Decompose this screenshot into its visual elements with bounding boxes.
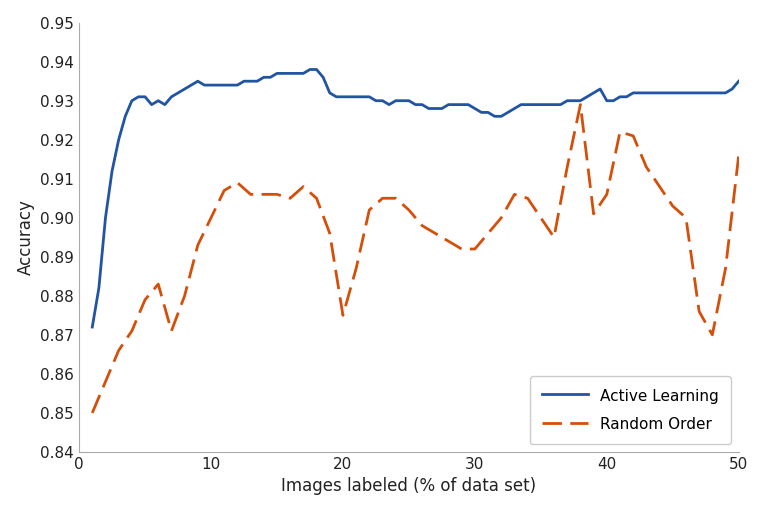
Random Order [602, 191, 611, 198]
Random Order [695, 308, 704, 314]
X-axis label: Images labeled (% of data set): Images labeled (% of data set) [282, 477, 536, 495]
Random Order [272, 191, 282, 198]
Random Order [562, 164, 571, 170]
Random Order [194, 242, 203, 248]
Random Order [167, 328, 176, 334]
Random Order [101, 378, 110, 385]
Active Learning [438, 105, 447, 112]
Random Order [483, 230, 493, 237]
Line: Active Learning: Active Learning [93, 70, 739, 327]
Random Order [141, 296, 150, 303]
Random Order [391, 195, 400, 201]
Random Order [259, 191, 269, 198]
Random Order [642, 164, 651, 170]
Random Order [285, 195, 295, 201]
Y-axis label: Accuracy: Accuracy [17, 199, 34, 275]
Random Order [325, 230, 334, 237]
Random Order [470, 246, 480, 252]
Random Order [668, 203, 677, 209]
Random Order [457, 246, 466, 252]
Random Order [114, 347, 123, 353]
Random Order [734, 152, 744, 158]
Random Order [708, 332, 717, 338]
Random Order [418, 223, 427, 229]
Random Order [496, 215, 506, 221]
Random Order [88, 410, 97, 416]
Random Order [378, 195, 387, 201]
Active Learning [239, 78, 249, 84]
Random Order [523, 195, 532, 201]
Random Order [655, 183, 664, 189]
Random Order [444, 238, 453, 244]
Active Learning [88, 324, 97, 330]
Random Order [589, 211, 598, 217]
Random Order [509, 191, 519, 198]
Line: Random Order: Random Order [93, 104, 739, 413]
Random Order [338, 312, 347, 318]
Random Order [127, 328, 136, 334]
Random Order [405, 207, 414, 213]
Random Order [180, 293, 189, 299]
Random Order [220, 187, 229, 194]
Active Learning [259, 74, 269, 80]
Random Order [549, 234, 558, 240]
Random Order [536, 215, 545, 221]
Random Order [576, 101, 585, 108]
Random Order [682, 215, 691, 221]
Legend: Active Learning, Random Order: Active Learning, Random Order [530, 376, 731, 444]
Random Order [352, 265, 361, 271]
Random Order [721, 265, 730, 271]
Random Order [431, 230, 440, 237]
Active Learning [734, 78, 744, 84]
Random Order [629, 133, 638, 139]
Active Learning [285, 70, 295, 76]
Random Order [615, 129, 624, 135]
Random Order [312, 195, 321, 201]
Random Order [154, 281, 163, 287]
Random Order [299, 183, 308, 189]
Random Order [246, 191, 256, 198]
Random Order [365, 207, 374, 213]
Random Order [207, 215, 216, 221]
Active Learning [418, 101, 427, 108]
Active Learning [602, 98, 611, 104]
Active Learning [305, 67, 314, 73]
Random Order [233, 180, 242, 186]
